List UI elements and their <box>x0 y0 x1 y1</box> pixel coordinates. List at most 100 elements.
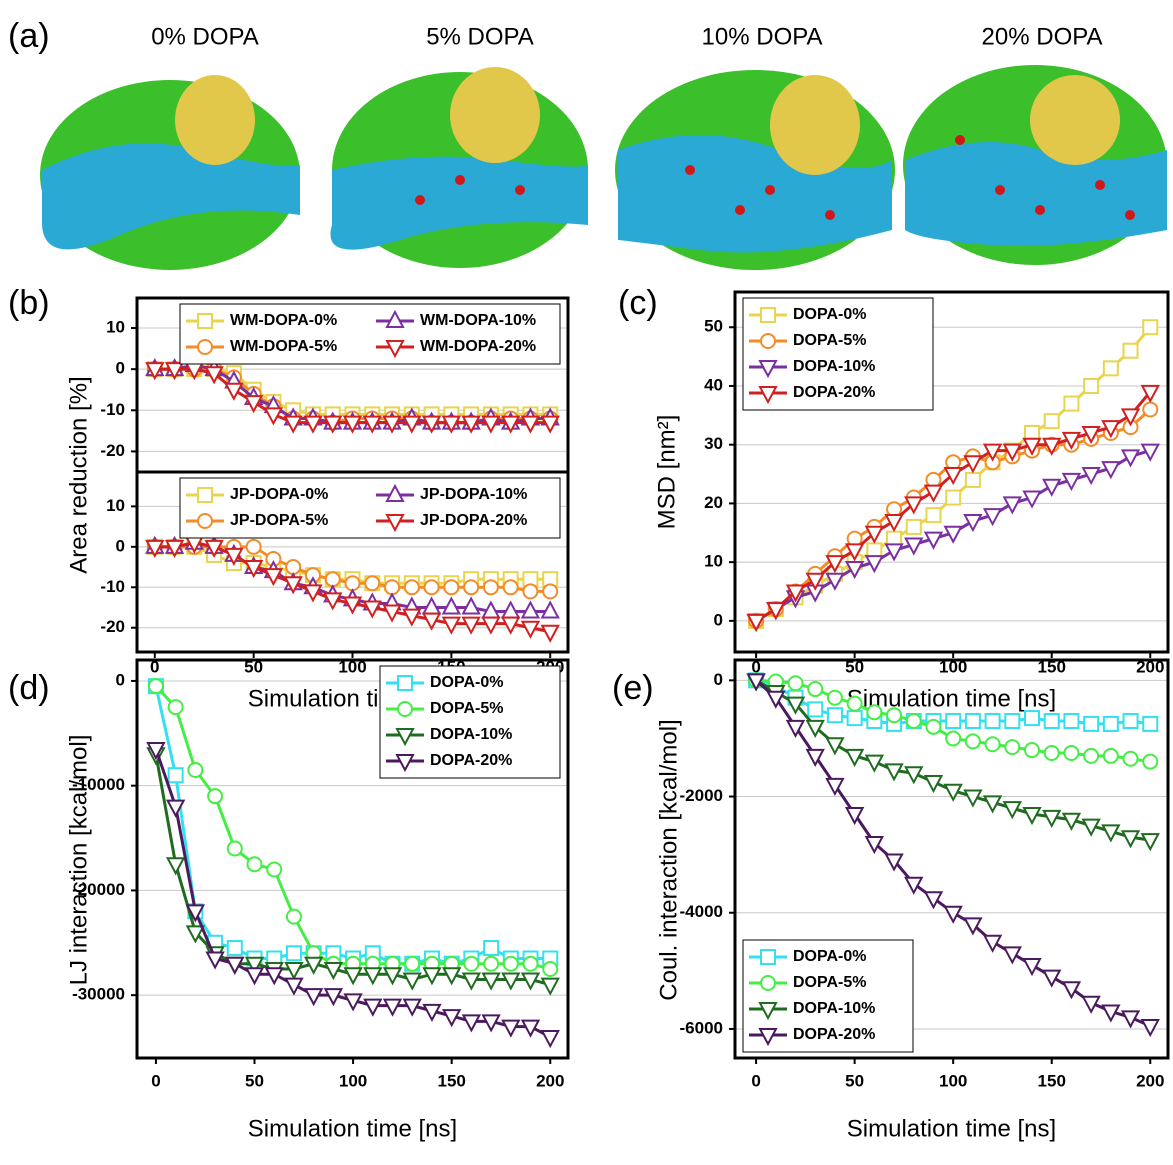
legend-label: DOPA-10% <box>430 726 512 743</box>
legend-label: JP-DOPA-0% <box>230 486 328 503</box>
marker <box>785 584 806 603</box>
legend-label: DOPA-20% <box>793 1026 875 1043</box>
marker <box>165 799 186 818</box>
marker <box>284 977 304 996</box>
y-tick-label: 0 <box>116 359 125 378</box>
marker <box>1022 437 1042 456</box>
marker <box>402 415 422 434</box>
y-tick-label: 50 <box>704 317 723 336</box>
y-tick-label: -20000 <box>72 880 125 899</box>
marker <box>884 543 904 562</box>
legend-marker <box>197 487 213 503</box>
marker <box>982 934 1003 953</box>
x-tick-label: 50 <box>245 1071 264 1090</box>
legend-marker <box>197 313 213 329</box>
marker <box>984 713 1001 730</box>
plot-frame <box>733 290 1170 654</box>
marker <box>963 455 983 474</box>
marker <box>422 1003 442 1022</box>
marker <box>207 788 224 805</box>
y-tick-label: 0 <box>116 536 125 555</box>
legend-label: DOPA-10% <box>793 358 875 375</box>
marker <box>982 795 1003 814</box>
marker <box>945 713 962 730</box>
marker <box>421 415 442 434</box>
x-tick-label: 50 <box>845 1071 864 1090</box>
y-tick-label: -20 <box>100 441 125 460</box>
marker <box>805 748 825 767</box>
y-axis-label: Area reduction [%] <box>65 376 92 573</box>
marker <box>864 836 885 855</box>
marker <box>522 583 539 600</box>
marker <box>1022 490 1042 509</box>
marker <box>145 362 165 381</box>
marker <box>1081 995 1101 1014</box>
marker <box>884 514 904 533</box>
marker <box>147 678 164 695</box>
marker <box>461 596 481 615</box>
marker <box>963 917 983 936</box>
marker <box>864 754 885 773</box>
marker <box>1120 408 1141 427</box>
marker <box>404 955 421 972</box>
legend-marker <box>758 1028 778 1047</box>
y-tick-label: -2000 <box>680 786 723 805</box>
marker <box>243 560 264 579</box>
marker <box>1022 958 1042 977</box>
marker <box>343 967 363 986</box>
marker <box>323 415 343 434</box>
marker <box>382 415 402 434</box>
legend-marker <box>385 514 405 533</box>
marker <box>943 783 963 802</box>
legend-box <box>179 477 561 539</box>
marker <box>1042 437 1062 456</box>
marker <box>905 713 922 730</box>
x-tick-label: 100 <box>339 1071 367 1090</box>
marker <box>1083 747 1100 764</box>
marker <box>285 945 302 962</box>
panel-label: (e) <box>612 669 654 707</box>
marker <box>945 489 962 506</box>
marker <box>382 967 403 986</box>
marker <box>363 967 383 986</box>
marker <box>1101 420 1121 439</box>
marker <box>886 707 903 724</box>
marker <box>461 972 482 991</box>
marker <box>243 395 264 414</box>
marker <box>825 572 845 591</box>
marker <box>1101 824 1121 843</box>
marker <box>866 704 883 721</box>
marker <box>1081 467 1101 486</box>
x-tick-label: 50 <box>244 657 263 676</box>
marker <box>402 972 422 991</box>
y-tick-label: -10000 <box>72 775 125 794</box>
y-tick-label: 0 <box>714 670 723 689</box>
plot-frame <box>135 658 570 1060</box>
marker <box>382 998 403 1017</box>
marker <box>303 988 324 1007</box>
marker <box>542 583 559 600</box>
marker <box>342 596 363 615</box>
x-tick-label: 0 <box>150 657 159 676</box>
marker <box>984 736 1001 753</box>
marker <box>483 955 500 972</box>
marker <box>245 538 262 555</box>
legend-label: DOPA-20% <box>793 384 875 401</box>
legend-marker <box>397 675 413 691</box>
marker <box>1140 443 1160 462</box>
legend-label: DOPA-0% <box>430 674 504 691</box>
marker <box>963 789 983 808</box>
plot-frame <box>135 470 570 654</box>
y-tick-label: -30000 <box>72 985 125 1004</box>
marker <box>542 960 559 977</box>
marker <box>1063 713 1080 730</box>
legend-marker <box>758 1002 778 1021</box>
marker <box>246 856 263 873</box>
legend-label: DOPA-0% <box>793 306 867 323</box>
marker <box>364 575 381 592</box>
x-axis-label: Simulation time [ns] <box>847 685 1056 712</box>
marker <box>1002 443 1022 462</box>
legend-label: WM-DOPA-5% <box>230 338 337 355</box>
marker <box>461 415 481 434</box>
marker <box>384 579 401 596</box>
